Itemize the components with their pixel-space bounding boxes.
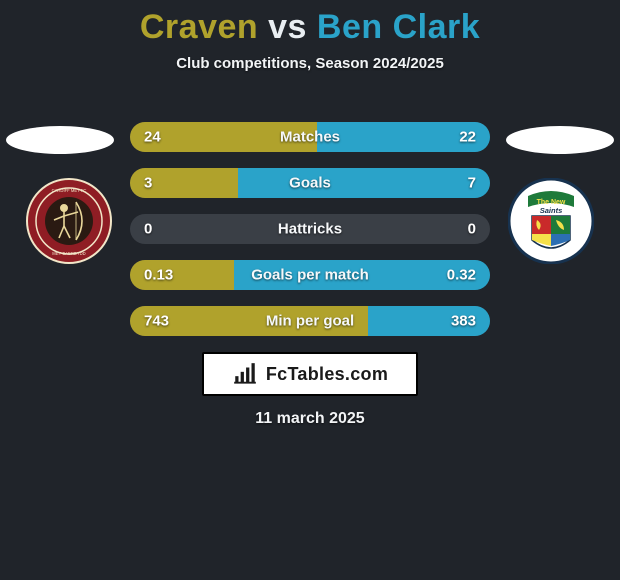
stat-row: Goals3 7 [130, 168, 490, 198]
left-oval [6, 126, 114, 154]
left-club-crest: CARDIFF MET FC MET CAERDYDD [26, 178, 112, 264]
stat-value-left: 24 [144, 129, 161, 146]
stat-row: Hattricks0 0 [130, 214, 490, 244]
brand-text: FcTables.com [266, 364, 388, 385]
stat-label: Goals [130, 175, 490, 192]
stat-label: Goals per match [130, 267, 490, 284]
bar-chart-icon [232, 361, 258, 387]
brand-box: FcTables.com [202, 352, 418, 396]
stat-value-left: 3 [144, 175, 152, 192]
subtitle: Club competitions, Season 2024/2025 [0, 55, 620, 72]
right-club-crest: The New Saints [508, 178, 594, 264]
stat-label: Hattricks [130, 221, 490, 238]
svg-text:Saints: Saints [540, 206, 563, 215]
stat-label: Min per goal [130, 313, 490, 330]
svg-text:MET CAERDYDD: MET CAERDYDD [52, 251, 85, 256]
title-vs: vs [268, 8, 307, 46]
right-oval [506, 126, 614, 154]
stat-value-left: 743 [144, 313, 169, 330]
stat-value-right: 0.32 [447, 267, 476, 284]
svg-text:CARDIFF MET FC: CARDIFF MET FC [52, 188, 87, 193]
title-player2: Ben Clark [317, 8, 480, 46]
date-text: 11 march 2025 [0, 410, 620, 428]
svg-text:The New: The New [537, 199, 566, 206]
saints-crest-icon: The New Saints [508, 178, 594, 264]
stat-label: Matches [130, 129, 490, 146]
stat-row: Matches24 22 [130, 122, 490, 152]
stat-row: Goals per match0.13 0.32 [130, 260, 490, 290]
stat-value-right: 22 [459, 129, 476, 146]
stat-value-right: 0 [468, 221, 476, 238]
stat-value-left: 0.13 [144, 267, 173, 284]
title-player1: Craven [140, 8, 258, 46]
stat-value-right: 383 [451, 313, 476, 330]
stat-value-left: 0 [144, 221, 152, 238]
comparison-canvas: Craven vs Ben Clark Club competitions, S… [0, 0, 620, 580]
archer-crest-icon: CARDIFF MET FC MET CAERDYDD [26, 178, 112, 264]
stat-bars: Matches24 22 Goals3 7 Hattricks0 0 Goals per m… [130, 122, 490, 352]
page-title: Craven vs Ben Clark [0, 0, 620, 47]
stat-row: Min per goal743 383 [130, 306, 490, 336]
stat-value-right: 7 [468, 175, 476, 192]
